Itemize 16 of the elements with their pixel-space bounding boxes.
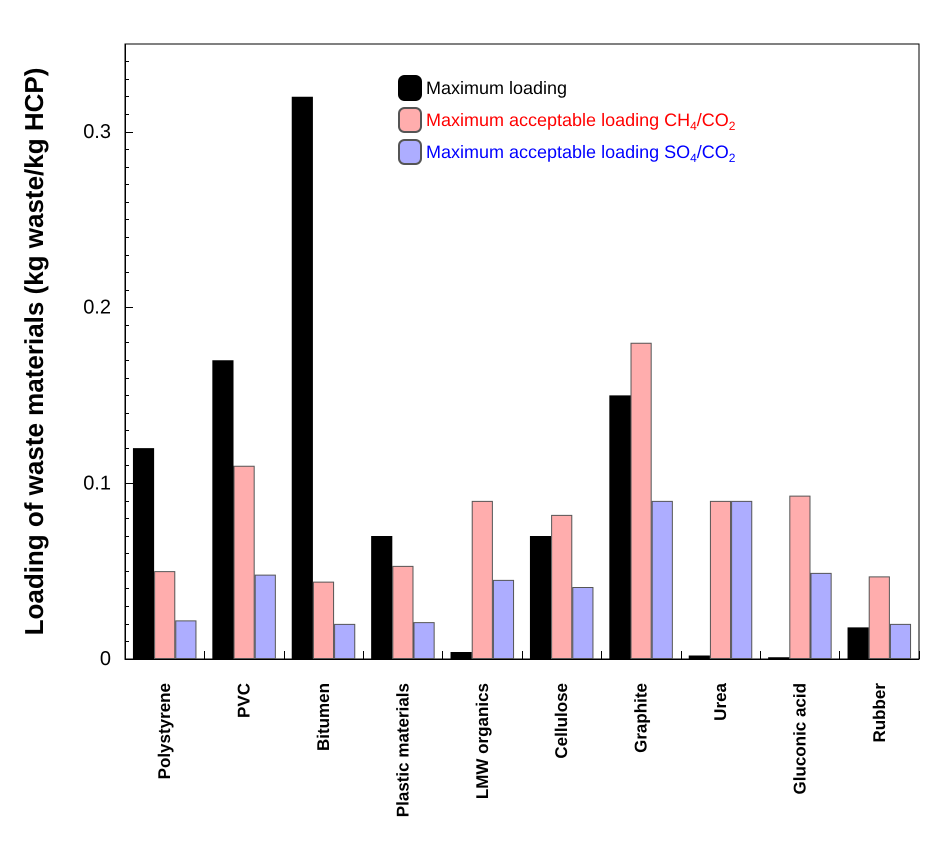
y-axis-title: Loading of waste materials (kg waste/kg HCP) <box>19 68 49 636</box>
x-tick-label: Rubber <box>870 682 889 742</box>
y-tick-label: 0 <box>100 648 111 670</box>
x-tick-label: Polystyrene <box>155 683 174 780</box>
y-tick-label: 0.3 <box>83 120 111 143</box>
y-tick-label: 0.1 <box>83 472 111 494</box>
x-tick-label: Graphite <box>632 683 651 753</box>
x-tick-label: Plastic materials <box>393 683 412 818</box>
legend-label: Maximum loading <box>426 78 568 98</box>
x-tick-label: Cellulose <box>552 683 572 759</box>
y-tick-label: 0.2 <box>83 296 111 319</box>
x-tick-label: PVC <box>234 683 254 718</box>
x-tick-label: Urea <box>711 682 730 721</box>
x-tick-label: Bitumen <box>314 683 333 751</box>
x-tick-label: Gluconic acid <box>790 683 810 794</box>
x-tick-label: LMW organics <box>472 683 492 800</box>
